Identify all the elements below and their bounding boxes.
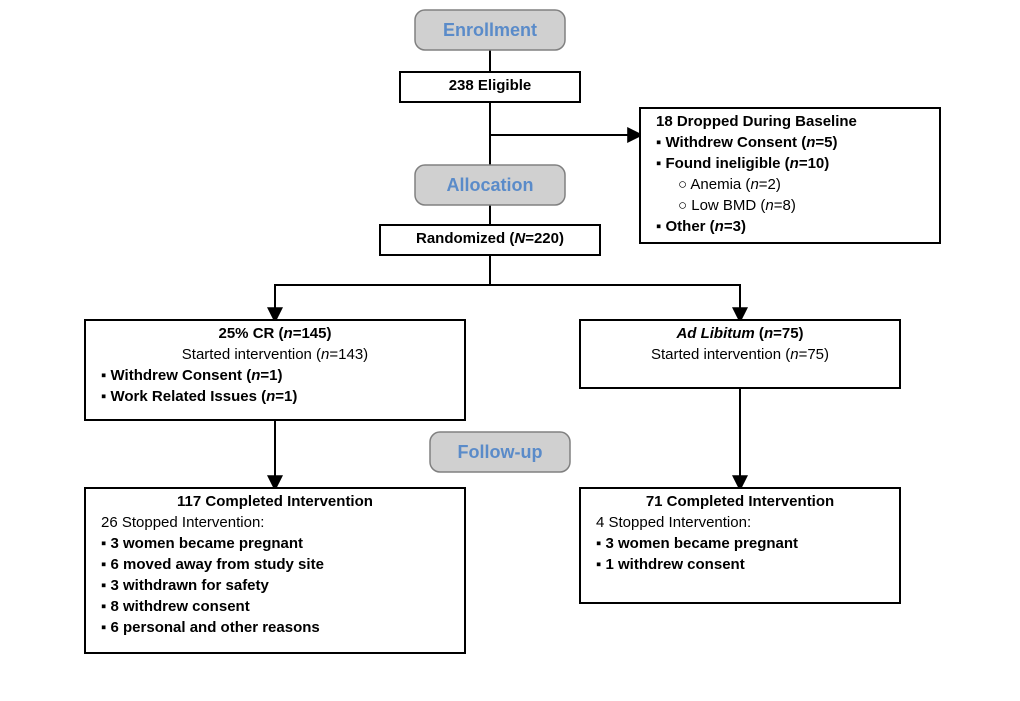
phase-followup: Follow-up	[430, 432, 570, 472]
node-dropped: 18 Dropped During Baseline ▪ Withdrew Con…	[640, 108, 940, 243]
node-randomized-line-0: Randomized (N=220)	[416, 230, 564, 247]
edge-1	[490, 102, 640, 135]
node-dropped-line-5: ▪ Other (n=3)	[656, 218, 746, 235]
node-cr_top: 25% CR (n=145) Started intervention (n=14…	[85, 320, 465, 420]
node-al_bottom-line-1: 4 Stopped Intervention:	[596, 514, 751, 531]
node-dropped-line-3: ○ Anemia (n=2)	[678, 176, 781, 193]
node-cr_top-line-1: Started intervention (n=143)	[182, 346, 368, 363]
phase-enrollment: Enrollment	[415, 10, 565, 50]
node-al_bottom: 71 Completed Intervention 4 Stopped Inter…	[580, 488, 900, 603]
node-cr_bottom-line-3: ▪ 6 moved away from study site	[101, 556, 324, 573]
node-eligible-line-0: 238 Eligible	[449, 77, 532, 94]
node-al_bottom-line-3: ▪ 1 withdrew consent	[596, 556, 745, 573]
phase-enrollment-label: Enrollment	[443, 20, 537, 40]
node-cr_bottom-line-6: ▪ 6 personal and other reasons	[101, 619, 320, 636]
node-cr_bottom-line-1: 26 Stopped Intervention:	[101, 514, 264, 531]
node-dropped-line-0: 18 Dropped During Baseline	[656, 113, 857, 130]
node-cr_bottom-line-2: ▪ 3 women became pregnant	[101, 535, 303, 552]
node-cr_bottom: 117 Completed Intervention 26 Stopped Int…	[85, 488, 465, 653]
node-dropped-line-1: ▪ Withdrew Consent (n=5)	[656, 134, 837, 151]
node-cr_bottom-line-0: 117 Completed Intervention	[177, 493, 373, 510]
edge-5	[490, 255, 740, 320]
node-al_top: Ad Libitum (n=75) Started intervention (n…	[580, 320, 900, 388]
node-al_top-line-1: Started intervention (n=75)	[651, 346, 829, 363]
node-al_bottom-line-2: ▪ 3 women became pregnant	[596, 535, 798, 552]
node-randomized: Randomized (N=220)	[380, 225, 600, 255]
node-al_top-line-0: Ad Libitum (n=75)	[675, 325, 803, 342]
edge-4	[275, 255, 490, 320]
node-cr_bottom-line-4: ▪ 3 withdrawn for safety	[101, 577, 270, 594]
phase-followup-label: Follow-up	[458, 442, 543, 462]
node-dropped-line-2: ▪ Found ineligible (n=10)	[656, 155, 829, 172]
phase-allocation-label: Allocation	[446, 175, 533, 195]
consort-flowchart: Enrollment Allocation Follow-up 238 Eligib…	[0, 0, 1020, 701]
node-cr_top-line-3: ▪ Work Related Issues (n=1)	[101, 388, 297, 405]
phase-allocation: Allocation	[415, 165, 565, 205]
node-cr_bottom-line-5: ▪ 8 withdrew consent	[101, 598, 250, 615]
node-dropped-line-4: ○ Low BMD (n=8)	[678, 197, 796, 214]
node-cr_top-line-0: 25% CR (n=145)	[219, 325, 332, 342]
node-al_bottom-line-0: 71 Completed Intervention	[646, 493, 834, 510]
node-eligible: 238 Eligible	[400, 72, 580, 102]
node-cr_top-line-2: ▪ Withdrew Consent (n=1)	[101, 367, 282, 384]
